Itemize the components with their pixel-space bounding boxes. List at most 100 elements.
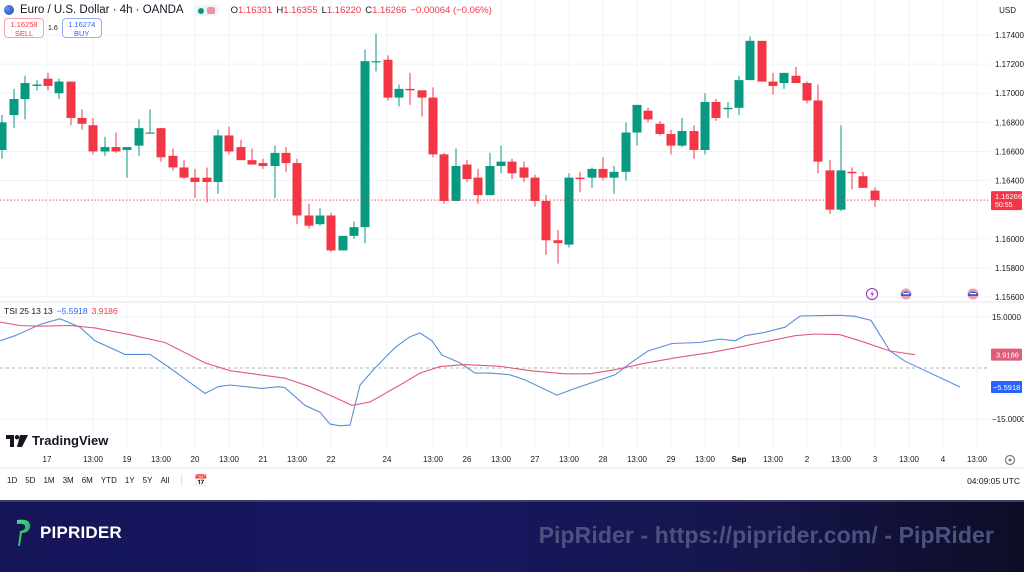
us-flag-event-icon[interactable] xyxy=(900,288,912,300)
tsi-signal-tag xyxy=(991,348,1022,361)
candle xyxy=(609,166,619,194)
utc-clock[interactable]: 04:09:05 UTC xyxy=(967,476,1020,486)
ohlc-values: O1.16331 H1.16355 L1.16220 C1.16266 −0.0… xyxy=(231,5,492,16)
candle-body xyxy=(564,177,574,245)
range-5y[interactable]: 5Y xyxy=(142,475,153,485)
time-axis-label: 17 xyxy=(43,455,52,464)
candle xyxy=(541,195,551,255)
candle-body xyxy=(609,171,619,178)
candle-body xyxy=(473,177,483,196)
buy-price: 1.16274 xyxy=(68,20,96,29)
candle xyxy=(496,145,506,174)
market-open-icon xyxy=(197,7,204,14)
candle xyxy=(66,81,76,126)
candle xyxy=(405,72,415,105)
candle-body xyxy=(292,163,302,216)
candle-body xyxy=(304,215,314,226)
candle xyxy=(202,167,212,203)
us-flag-event-icon[interactable] xyxy=(967,288,979,300)
current-price-tag xyxy=(991,191,1022,211)
currency-selector[interactable]: USD xyxy=(999,6,1016,15)
price-axis-label: 1.15800 xyxy=(995,264,1024,273)
candle xyxy=(111,132,121,153)
candle-body xyxy=(202,177,212,183)
candle-body xyxy=(711,101,721,118)
range-divider xyxy=(181,474,183,486)
tsi-name: TSI 25 13 13 xyxy=(4,306,53,316)
candle xyxy=(700,93,710,155)
status-pill[interactable] xyxy=(193,4,219,16)
tsi-signal-value: 3.9186 xyxy=(91,306,118,316)
time-axis-label: 13:00 xyxy=(695,455,716,464)
candle-body xyxy=(451,166,461,201)
range-1m[interactable]: 1M xyxy=(43,475,55,485)
candle-body xyxy=(553,240,563,244)
tsi-axis[interactable]: 15.0000 −15.0000 3.9186 −5.5918 xyxy=(991,313,1024,424)
candle-body xyxy=(836,170,846,210)
range-ytd[interactable]: YTD xyxy=(100,475,117,485)
candle-body xyxy=(598,168,608,178)
price-axis-label: 1.16600 xyxy=(995,147,1024,156)
candle xyxy=(77,109,87,130)
candle xyxy=(598,157,608,181)
price-axis-label: 1.15600 xyxy=(995,293,1024,302)
lightning-event-icon[interactable] xyxy=(866,288,878,300)
range-5d[interactable]: 5D xyxy=(25,475,36,485)
time-axis-label: 13:00 xyxy=(627,455,648,464)
candle-body xyxy=(813,100,823,162)
chart-canvas[interactable]: 1.17400 1.17200 1.17000 1.16800 1.16600 1.164… xyxy=(0,0,1024,500)
candle-body xyxy=(745,40,755,81)
event-markers[interactable] xyxy=(866,288,979,300)
price-axis-label: 1.16400 xyxy=(995,177,1024,186)
calendar-goto-icon[interactable]: 📅 xyxy=(194,474,209,487)
chart-container[interactable]: 1.17400 1.17200 1.17000 1.16800 1.16600 1.164… xyxy=(0,0,1024,500)
price-axis-label: 1.16800 xyxy=(995,118,1024,127)
range-3m[interactable]: 3M xyxy=(62,475,74,485)
sell-label: SELL xyxy=(14,29,34,38)
symbol-title[interactable]: Euro / U.S. Dollar · 4h · OANDA xyxy=(20,4,184,16)
candle-body xyxy=(530,177,540,201)
candle-body xyxy=(496,161,506,167)
candle xyxy=(825,160,835,215)
time-axis-label: 13:00 xyxy=(151,455,172,464)
bar-countdown: 50:55 xyxy=(995,202,1013,209)
symbol-legend: Euro / U.S. Dollar · 4h · OANDA O1.16331… xyxy=(4,4,492,16)
time-axis-label: 13:00 xyxy=(559,455,580,464)
piprider-brand: PIPRIDER xyxy=(14,518,122,548)
tsi-line xyxy=(0,314,961,427)
range-1y[interactable]: 1Y xyxy=(124,475,135,485)
candle-body xyxy=(870,190,880,201)
candle-body xyxy=(677,131,687,146)
candle-body xyxy=(858,176,868,188)
candle-body xyxy=(394,88,404,98)
time-axis-label: 26 xyxy=(463,455,472,464)
piprider-watermark: PipRider - https://piprider.com/ - PipRi… xyxy=(538,522,994,548)
candle-body xyxy=(168,155,178,168)
tradingview-logo[interactable]: TradingView xyxy=(6,433,108,448)
candle xyxy=(462,160,472,183)
buy-button[interactable]: 1.16274 BUY xyxy=(61,18,102,38)
range-1d[interactable]: 1D xyxy=(7,475,18,485)
open-value: 1.16331 xyxy=(238,4,273,16)
sell-button[interactable]: 1.16258 SELL xyxy=(4,18,44,38)
candle xyxy=(519,161,529,183)
candle-body xyxy=(519,167,529,178)
range-all[interactable]: All xyxy=(160,475,170,485)
time-axis-label: 13:00 xyxy=(831,455,852,464)
candle-body xyxy=(485,166,495,196)
candle xyxy=(247,148,257,165)
price-axis[interactable]: 1.17400 1.17200 1.17000 1.16800 1.16600 1.164… xyxy=(991,31,1024,302)
candle-body xyxy=(779,72,789,84)
candle-body xyxy=(281,152,291,164)
candle xyxy=(575,171,585,193)
tsi-value-tag-value: −5.5918 xyxy=(993,383,1020,392)
close-label: C xyxy=(365,4,373,16)
time-axis[interactable]: 17 13:00 19 13:00 20 13:00 21 13:00 22 24 13:00 26 1… xyxy=(43,455,988,464)
piprider-logo-icon xyxy=(17,519,31,546)
range-6m[interactable]: 6M xyxy=(81,475,93,485)
candle xyxy=(88,117,98,155)
candle xyxy=(847,167,857,190)
settings-gear-icon[interactable] xyxy=(1004,454,1016,466)
tsi-axis-label: −15.0000 xyxy=(992,415,1024,424)
tsi-legend[interactable]: TSI 25 13 13 −5.5918 3.9186 xyxy=(4,306,118,316)
